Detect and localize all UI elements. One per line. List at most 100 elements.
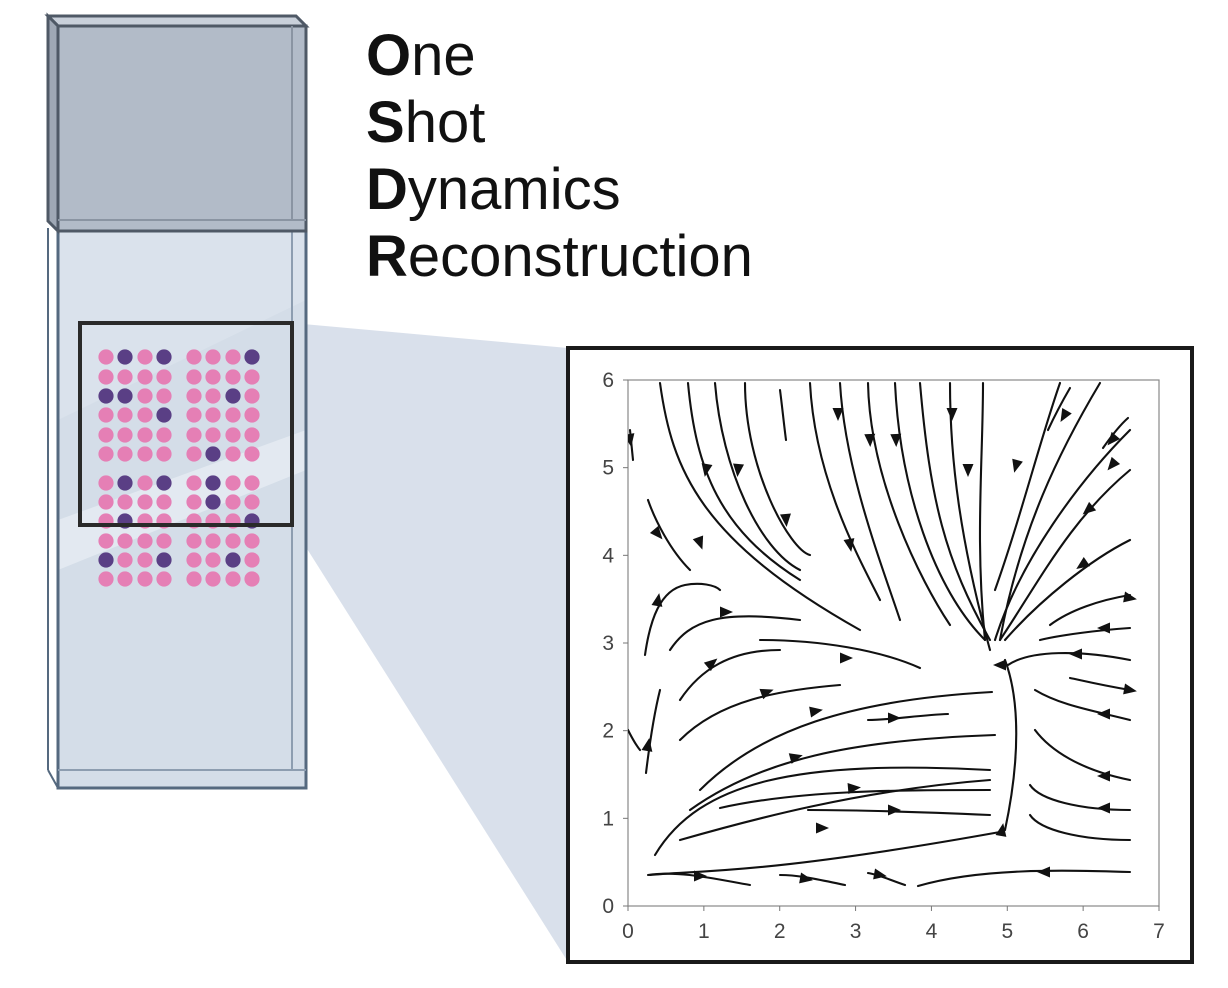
stream-line [646, 498, 692, 572]
cell-dot-pink [225, 369, 241, 385]
stream-line [713, 381, 802, 572]
stream-arrow [832, 408, 844, 421]
cell-dot-pink [225, 349, 241, 365]
cell-dot-pink [186, 407, 202, 423]
stream-arrow [1123, 591, 1137, 603]
stream-line [778, 873, 847, 887]
cell-dot-pink [117, 571, 133, 587]
cell-dot-purple [98, 552, 114, 568]
stream-arrow [649, 525, 663, 540]
cell-dot-pink [205, 571, 221, 587]
stream-line [1003, 658, 1018, 832]
stream-arrow [1082, 501, 1097, 515]
cell-dot-pink [156, 494, 172, 510]
cell-dot-purple [117, 475, 133, 491]
stream-arrow [995, 823, 1007, 837]
cell-dot-pink [137, 533, 153, 549]
stream-line [998, 381, 1102, 642]
x-tick-label: 3 [850, 920, 862, 943]
cell-dot-pink [186, 446, 202, 462]
stream-line [628, 728, 642, 752]
stream-arrow [1097, 802, 1110, 814]
stream-line [658, 381, 862, 632]
stream-line [978, 381, 987, 642]
slide-label-cap [44, 12, 310, 235]
cell-dot-pink [186, 475, 202, 491]
stream-line [998, 468, 1132, 642]
stream-arrow [873, 868, 887, 880]
y-tick-label: 2 [602, 720, 614, 743]
stream-arrow [993, 659, 1006, 671]
cell-dot-pink [117, 494, 133, 510]
cell-dot-pink [225, 571, 241, 587]
cell-dot-pink [244, 446, 260, 462]
cell-dot-pink [225, 533, 241, 549]
y-tick-label: 5 [602, 457, 614, 480]
cell-dot-pink [137, 349, 153, 365]
stream-arrow [1012, 458, 1023, 473]
cell-dot-pink [156, 533, 172, 549]
stream-line [653, 766, 992, 857]
y-tick-label: 4 [602, 544, 614, 567]
stream-arrow [1097, 622, 1110, 634]
cell-dot-pink [117, 533, 133, 549]
cell-dot-pink [156, 369, 172, 385]
cell-dot-purple [225, 552, 241, 568]
cell-dot-pink [117, 427, 133, 443]
cell-dot-pink [225, 494, 241, 510]
cell-dot-pink [98, 349, 114, 365]
cell-dot-pink [186, 369, 202, 385]
x-tick-label: 1 [698, 920, 710, 943]
cell-dot-pink [137, 446, 153, 462]
stream-arrow [847, 783, 861, 795]
stream-arrow [1107, 456, 1121, 471]
stream-arrow [1097, 770, 1110, 782]
cell-dot-pink [117, 369, 133, 385]
cell-dot-pink [244, 369, 260, 385]
cell-dot-pink [156, 571, 172, 587]
zoom-box [78, 321, 294, 527]
cell-dot-pink [205, 552, 221, 568]
stream-arrow [888, 804, 901, 816]
cell-dot-pink [98, 533, 114, 549]
cell-dot-pink [244, 475, 260, 491]
cell-dot-pink [244, 571, 260, 587]
zoom-projection [292, 323, 568, 962]
cell-dot-pink [156, 427, 172, 443]
cell-dot-pink [186, 552, 202, 568]
cell-dot-pink [137, 552, 153, 568]
stream-line [644, 688, 662, 775]
cell-dot-purple [225, 388, 241, 404]
stream-arrow [1123, 683, 1137, 695]
cell-dot-pink [244, 388, 260, 404]
cell-dot-pink [137, 571, 153, 587]
cell-dot-pink [244, 407, 260, 423]
stream-arrow [651, 593, 663, 607]
cell-dot-purple [244, 349, 260, 365]
cell-dot-purple [156, 349, 172, 365]
cell-dot-pink [186, 349, 202, 365]
stream-line [916, 869, 1132, 888]
stream-line [668, 615, 802, 652]
stream-line [1028, 783, 1132, 812]
x-tick-label: 7 [1153, 920, 1165, 943]
stream-arrow [843, 538, 855, 552]
cell-dot-purple [205, 446, 221, 462]
cell-dot-purple [156, 407, 172, 423]
y-tick-label: 1 [602, 807, 614, 830]
stream-line [758, 638, 922, 670]
cell-dot-pink [225, 446, 241, 462]
cell-dot-pink [137, 388, 153, 404]
x-tick-label: 4 [926, 920, 938, 943]
stream-arrow [788, 753, 803, 764]
stream-line [1003, 538, 1132, 642]
stream-line [866, 381, 952, 627]
x-tick-label: 0 [622, 920, 634, 943]
cell-dot-purple [117, 349, 133, 365]
cell-dot-pink [186, 494, 202, 510]
cell-dot-purple [156, 552, 172, 568]
stream-line [1033, 728, 1132, 782]
cell-dot-pink [156, 388, 172, 404]
stream-arrow [703, 658, 718, 672]
